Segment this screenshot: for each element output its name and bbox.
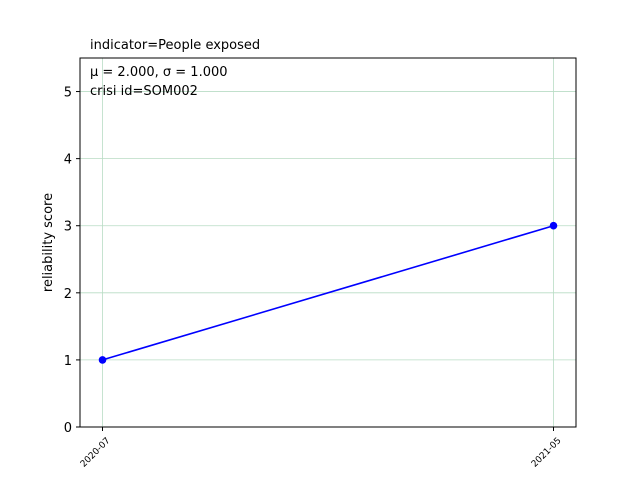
y-axis-ticks: 0 1 2 3 4 5 bbox=[64, 86, 80, 436]
series-line bbox=[102, 224, 554, 361]
y-tick-label: 4 bbox=[64, 153, 72, 168]
y-axis-label: reliability score bbox=[41, 193, 56, 292]
x-tick-label: 2021-05 bbox=[530, 436, 564, 470]
y-tick-label: 3 bbox=[64, 220, 72, 235]
x-tick-label: 2020-07 bbox=[79, 436, 113, 470]
plot-frame bbox=[79, 57, 577, 428]
grid-lines bbox=[80, 58, 576, 428]
stats-annotation: μ = 2.000, σ = 1.000 bbox=[90, 65, 228, 80]
y-tick-label: 5 bbox=[64, 86, 72, 101]
data-point bbox=[98, 356, 107, 364]
y-tick-label: 0 bbox=[64, 421, 72, 436]
y-tick-label: 2 bbox=[64, 287, 72, 302]
chart-title: indicator=People exposed bbox=[90, 38, 260, 53]
y-tick-label: 1 bbox=[64, 354, 72, 369]
crisis-id-annotation: crisi id=SOM002 bbox=[90, 84, 198, 99]
data-point bbox=[549, 221, 558, 230]
x-axis-ticks: 2020-07 2021-05 bbox=[79, 427, 564, 470]
series-layer bbox=[98, 221, 558, 364]
